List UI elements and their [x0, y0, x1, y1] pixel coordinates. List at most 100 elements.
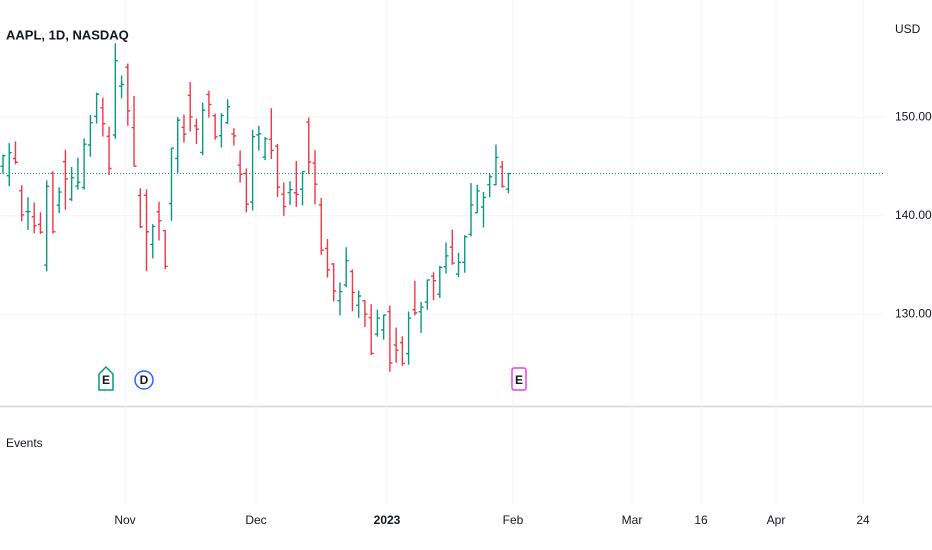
- ohlc-bar: [156, 201, 162, 241]
- x-tick-label: Feb: [503, 513, 524, 527]
- y-tick-label: 140.00: [895, 208, 932, 222]
- bars: [0, 43, 511, 372]
- ohlc-bar: [487, 173, 493, 198]
- ohlc-bar: [343, 247, 349, 288]
- ohlc-bar: [106, 126, 112, 176]
- x-tick-label: Nov: [114, 513, 135, 527]
- ohlc-bar: [312, 150, 318, 205]
- ohlc-bar: [131, 95, 137, 167]
- event-label: E: [515, 373, 523, 387]
- ohlc-bar: [175, 117, 181, 173]
- ohlc-bar: [480, 191, 486, 228]
- event-marker: [511, 367, 527, 391]
- x-tick-label: 2023: [374, 513, 401, 527]
- ohlc-bar: [331, 263, 337, 302]
- ohlc-bar: [368, 304, 374, 356]
- ohlc-bar: [168, 147, 174, 221]
- ohlc-bar: [406, 311, 412, 365]
- ohlc-bar: [94, 92, 100, 124]
- ohlc-bar: [431, 272, 437, 301]
- ohlc-bar: [12, 141, 18, 165]
- ohlc-bar: [300, 170, 306, 206]
- ohlc-bar: [243, 168, 249, 213]
- chart-title: AAPL, 1D, NASDAQ: [6, 27, 129, 42]
- ohlc-bar: [362, 300, 368, 327]
- ohlc-bar: [119, 75, 125, 99]
- ohlc-bar: [206, 90, 212, 118]
- ohlc-bar: [456, 252, 462, 278]
- y-tick-label: 150.00: [895, 109, 932, 123]
- ohlc-bar: [318, 198, 324, 255]
- ohlc-bar: [468, 183, 474, 237]
- ohlc-bar: [100, 97, 106, 137]
- ohlc-bar: [31, 202, 37, 234]
- event-marker: [98, 365, 114, 391]
- ohlc-bar: [37, 212, 43, 234]
- ohlc-bar: [69, 167, 75, 202]
- ohlc-bar: [287, 181, 293, 205]
- ohlc-bar: [499, 161, 505, 188]
- events-pane-label: Events: [6, 436, 43, 450]
- ohlc-bar: [162, 229, 168, 270]
- ohlc-bar: [200, 102, 206, 156]
- ohlc-bar: [256, 125, 262, 151]
- event-marker: [134, 370, 154, 390]
- ohlc-bar: [399, 336, 405, 366]
- ohlc-bar: [349, 269, 355, 312]
- x-tick-label: 24: [856, 513, 870, 527]
- ohlc-bar: [387, 305, 393, 372]
- ohlc-bar: [44, 180, 50, 272]
- ohlc-bar: [144, 189, 150, 272]
- currency-label: USD: [895, 22, 921, 36]
- ohlc-bar: [356, 290, 362, 318]
- ohlc-bar: [462, 235, 468, 273]
- ohlc-bar: [231, 128, 237, 146]
- ohlc-bar: [424, 279, 430, 310]
- ohlc-bar: [237, 150, 243, 183]
- ohlc-bar: [268, 108, 274, 159]
- ohlc-bar: [393, 327, 399, 363]
- ohlc-bar: [225, 99, 231, 124]
- ohlc-bar: [418, 301, 424, 333]
- ohlc-bar: [324, 238, 330, 278]
- ohlc-bar: [218, 113, 224, 148]
- x-tick-label: 16: [694, 513, 708, 527]
- ohlc-bar: [193, 118, 199, 144]
- ohlc-bar: [381, 314, 387, 340]
- ohlc-bar: [306, 117, 312, 175]
- ohlc-bar: [25, 197, 31, 230]
- ohlc-bar: [449, 229, 455, 265]
- ohlc-bar: [62, 149, 68, 210]
- ohlc-bar: [19, 185, 25, 222]
- ohlc-bar: [474, 184, 480, 214]
- ohlc-bar: [250, 129, 256, 211]
- ohlc-bar: [412, 280, 418, 316]
- grid: [0, 0, 885, 505]
- ohlc-bar: [6, 143, 12, 187]
- ohlc-bar: [443, 242, 449, 274]
- event-label: E: [102, 373, 110, 387]
- ohlc-bar: [75, 157, 81, 190]
- ohlc-bar: [337, 282, 343, 316]
- ohlc-bar: [262, 136, 268, 161]
- ohlc-bar: [281, 182, 287, 216]
- ohlc-bar: [212, 113, 218, 140]
- ohlc-bar: [293, 160, 299, 207]
- ohlc-bar: [493, 144, 499, 186]
- ohlc-bar: [56, 187, 62, 214]
- x-tick-label: Mar: [622, 513, 643, 527]
- ohlc-bar: [181, 114, 187, 143]
- ohlc-bar: [81, 138, 87, 190]
- ohlc-bar: [374, 309, 380, 337]
- y-tick-label: 130.00: [895, 307, 932, 321]
- ohlc-bar: [125, 63, 131, 126]
- event-label: D: [140, 373, 149, 387]
- x-tick-label: Dec: [245, 513, 266, 527]
- ohlc-bar: [112, 43, 118, 139]
- ohlc-bar: [437, 265, 443, 298]
- x-tick-label: Apr: [767, 513, 786, 527]
- ohlc-bar: [275, 143, 281, 197]
- ohlc-bar: [87, 114, 93, 157]
